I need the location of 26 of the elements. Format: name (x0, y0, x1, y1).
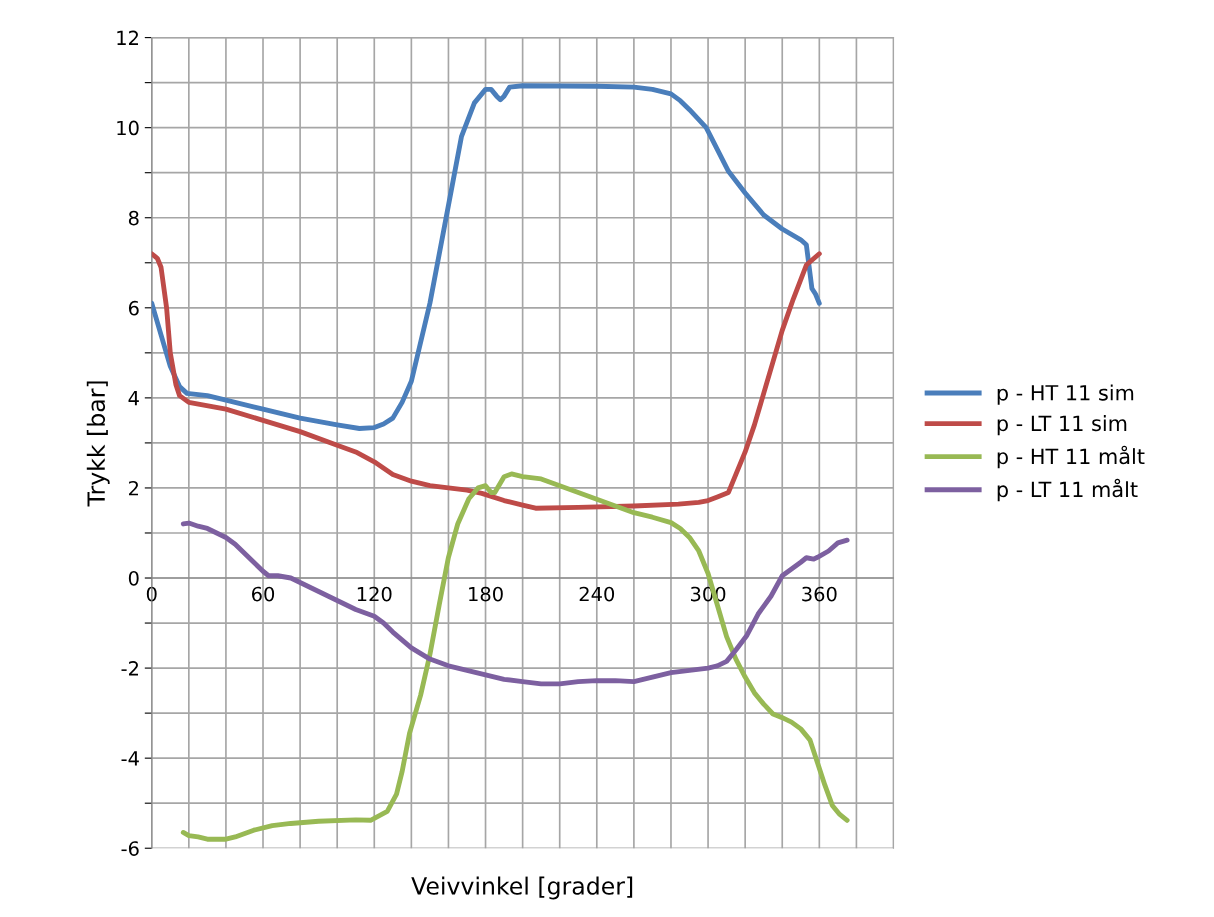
line-series (151, 251, 822, 511)
x-tick-label: 0 (146, 586, 157, 602)
legend-label: p - HT 11 sim (997, 384, 1134, 405)
y-tick-label: -6 (121, 841, 139, 856)
legend-label: p - LT 11 sim (997, 415, 1127, 436)
line-series (151, 83, 822, 431)
y-tick-label: 0 (128, 570, 139, 586)
line-series (180, 471, 850, 842)
x-axis-title: Veivvinkel [grader] (411, 876, 633, 900)
legend-label: p - HT 11 målt (997, 445, 1145, 469)
x-tick-label: 240 (579, 586, 615, 602)
y-axis-title: Trykk [bar] (86, 381, 110, 507)
y-tick-label: 6 (128, 300, 139, 316)
x-tick-label: 360 (802, 586, 837, 602)
y-tick-label: -2 (121, 661, 138, 676)
y-tick-label: 8 (128, 210, 139, 226)
legend-label: p - LT 11 målt (997, 478, 1138, 502)
x-tick-label: 120 (357, 586, 392, 602)
x-tick-label: 60 (252, 586, 275, 602)
y-tick-label: 4 (128, 391, 139, 406)
y-tick-label: -4 (121, 751, 139, 766)
y-tick-label: 12 (117, 30, 138, 45)
y-tick-label: 10 (117, 120, 139, 136)
y-tick-label: 2 (129, 480, 138, 496)
line-series (180, 520, 850, 687)
x-tick-label: 180 (469, 586, 503, 602)
